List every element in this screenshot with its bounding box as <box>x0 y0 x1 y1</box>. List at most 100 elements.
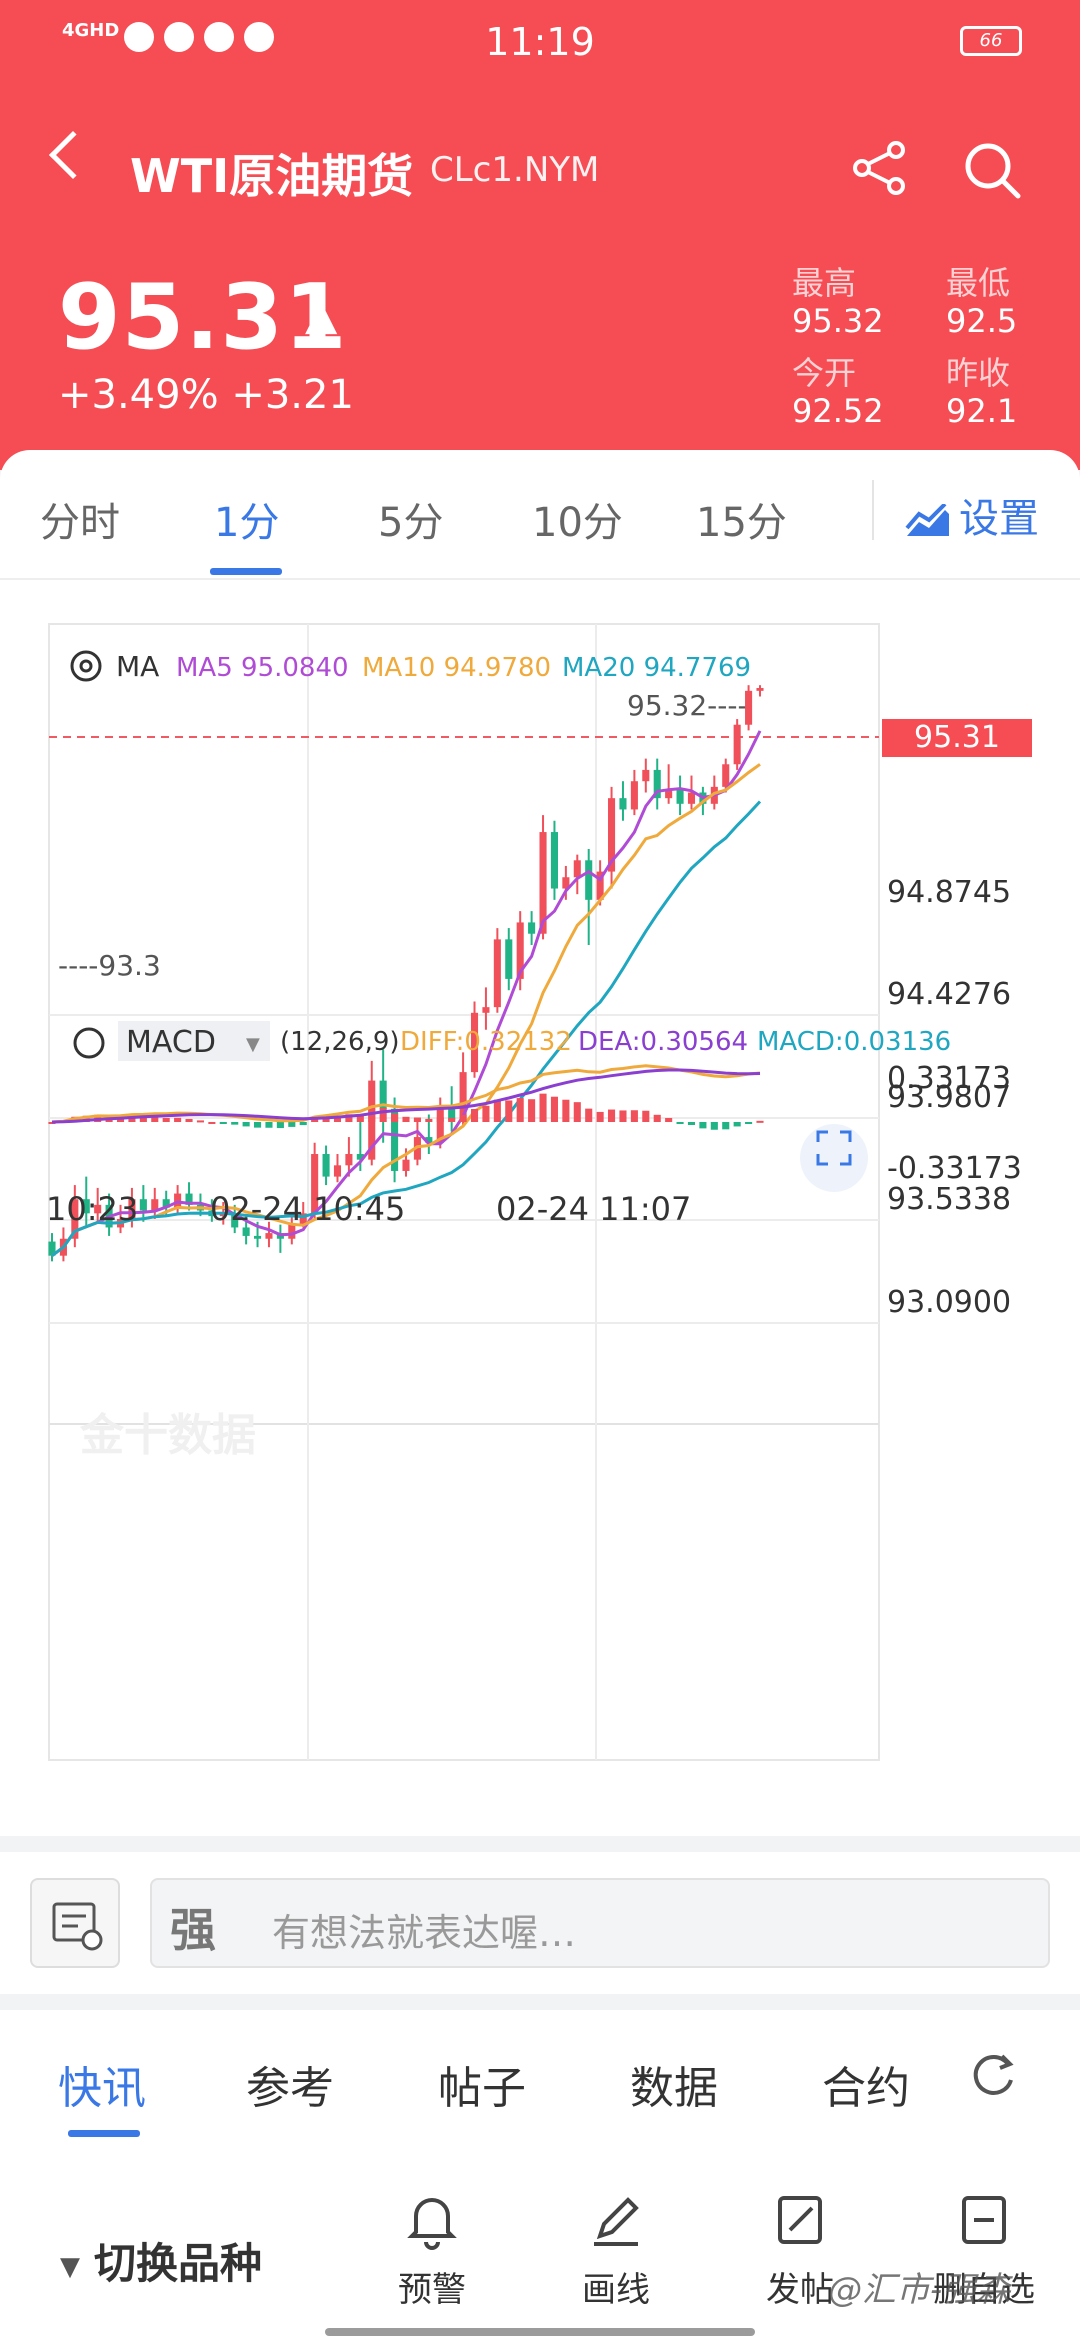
tab-divider <box>872 480 874 540</box>
candle-body <box>608 798 616 872</box>
alert-label: 预警 <box>398 2270 466 2310</box>
comment-input[interactable]: 强 有想法就表达喔… <box>150 1878 1050 1968</box>
macd-bar <box>82 1115 90 1122</box>
macd-bar <box>333 1115 342 1122</box>
macd-bar <box>687 1122 696 1125</box>
y-tick-label: 94.4276 <box>887 977 1011 1012</box>
change-percent: +3.49% <box>58 372 219 418</box>
x-tick-label: 02-24 11:07 <box>496 1190 691 1228</box>
candle-body <box>288 1224 296 1239</box>
ma5-legend: MA5 95.0840 <box>176 653 349 683</box>
macd-bar <box>585 1108 593 1122</box>
refresh-icon[interactable] <box>968 2050 1018 2100</box>
tab-flash-news[interactable]: 快讯 <box>58 2063 146 2114</box>
ma10-line <box>51 763 761 1257</box>
remove-watchlist-button[interactable]: 删自选 <box>924 2190 1044 2311</box>
macd-bar <box>573 1102 581 1122</box>
macd-settings-icon[interactable] <box>73 1027 105 1059</box>
ma-label: MA <box>116 650 159 683</box>
search-icon[interactable] <box>960 138 1024 202</box>
y-tick-label: 93.5338 <box>887 1182 1011 1217</box>
settings-button[interactable]: 设置 <box>905 486 1039 544</box>
candle-body <box>162 1199 170 1208</box>
comment-bar: 强 有想法就表达喔… <box>0 1852 1080 1994</box>
candle-body <box>493 939 501 1008</box>
candle-body <box>573 860 581 878</box>
switch-instrument-button[interactable]: ▼ 切换品种 <box>60 2230 262 2291</box>
ma5-line <box>51 730 762 1257</box>
app-notification-icon <box>124 22 154 52</box>
candle-body <box>676 789 684 804</box>
kline-chart[interactable]: 金十数据 MA MA5 95.0840 MA10 94.9780 MA20 94… <box>0 580 1080 1838</box>
macd-params: (12,26,9) <box>280 1027 400 1057</box>
candle-body <box>733 724 741 765</box>
tab-10min[interactable]: 10分 <box>532 500 623 546</box>
quote-header: 4GHD 11:19 66 WTI原油期货 CLc1.NYM 95.31 ▲ +… <box>0 0 1080 470</box>
tab-5min[interactable]: 5分 <box>378 500 444 546</box>
tab-posts[interactable]: 帖子 <box>438 2063 526 2114</box>
share-icon[interactable] <box>852 140 908 196</box>
home-indicator[interactable] <box>325 2328 755 2336</box>
tab-1min[interactable]: 1分 <box>214 500 280 546</box>
change-absolute: +3.21 <box>231 372 354 418</box>
candle-body <box>562 877 570 889</box>
macd-select-bg <box>118 1021 270 1061</box>
macd-bar <box>516 1098 524 1122</box>
tab-reference[interactable]: 参考 <box>246 2063 334 2114</box>
ma-settings-icon[interactable] <box>70 650 102 682</box>
network-indicator: 4GHD <box>62 20 120 41</box>
candle-body <box>379 1080 387 1109</box>
macd-bar <box>459 1114 467 1122</box>
macd-bar <box>231 1122 239 1125</box>
draw-line-button[interactable]: 画线 <box>556 2190 676 2311</box>
macd-bar <box>630 1110 638 1122</box>
tab-15min[interactable]: 15分 <box>696 500 787 546</box>
y-tick-label: 94.8745 <box>887 875 1011 910</box>
macd-bar <box>219 1122 227 1124</box>
chart-watermark: 金十数据 <box>79 1410 256 1461</box>
macd-bar <box>128 1116 136 1122</box>
prev-close-label: 昨收 <box>946 354 1011 392</box>
candle-body <box>448 1108 456 1121</box>
macd-bar <box>311 1119 319 1122</box>
candle-body <box>550 832 558 889</box>
period-tabs: 分时 1分 5分 10分 15分 设置 <box>0 450 1080 578</box>
alert-button[interactable]: 预警 <box>372 2190 492 2311</box>
candle-body <box>299 1213 307 1225</box>
dropdown-icon[interactable]: ▼ <box>246 1034 260 1055</box>
macd-bar <box>448 1117 456 1122</box>
macd-bar <box>322 1117 330 1122</box>
macd-bar <box>413 1117 421 1122</box>
moving-average-lines <box>51 730 762 1257</box>
last-price: 95.31 <box>58 265 348 370</box>
watermark: @汇市-强森 <box>828 2270 1011 2310</box>
candle-body <box>459 1072 467 1121</box>
fullscreen-icon[interactable] <box>800 1124 868 1192</box>
candle-body <box>151 1199 159 1211</box>
candle-body <box>94 1204 102 1214</box>
y-tick-label: 93.0900 <box>887 1285 1011 1320</box>
candle-body <box>242 1227 250 1236</box>
macd-bar <box>482 1105 490 1122</box>
tab-timeshare[interactable]: 分时 <box>40 500 120 546</box>
status-bar: 4GHD 11:19 66 <box>0 0 1080 80</box>
macd-bar <box>745 1122 753 1124</box>
active-tab-indicator <box>210 568 282 575</box>
macd-dea: DEA:0.30564 <box>578 1027 748 1057</box>
macd-bar <box>539 1093 547 1122</box>
macd-bar <box>174 1117 182 1122</box>
notes-button[interactable] <box>30 1878 120 1968</box>
macd-bar <box>368 1108 376 1122</box>
back-arrow-icon[interactable] <box>48 130 98 180</box>
candle-body <box>265 1233 273 1239</box>
macd-bar <box>596 1111 604 1122</box>
kline-chart-area[interactable]: 金十数据 MA MA5 95.0840 MA10 94.9780 MA20 94… <box>0 578 1080 1836</box>
post-button[interactable]: 发帖 <box>740 2190 860 2311</box>
macd-diff: DIFF:0.32132 <box>400 1027 572 1057</box>
chart-frame <box>48 623 880 1761</box>
tab-contract[interactable]: 合约 <box>822 2063 910 2114</box>
post-label: 发帖 <box>766 2270 834 2310</box>
macd-select[interactable]: MACD <box>126 1025 216 1060</box>
tab-data[interactable]: 数据 <box>630 2063 718 2114</box>
macd-bar <box>550 1096 558 1122</box>
